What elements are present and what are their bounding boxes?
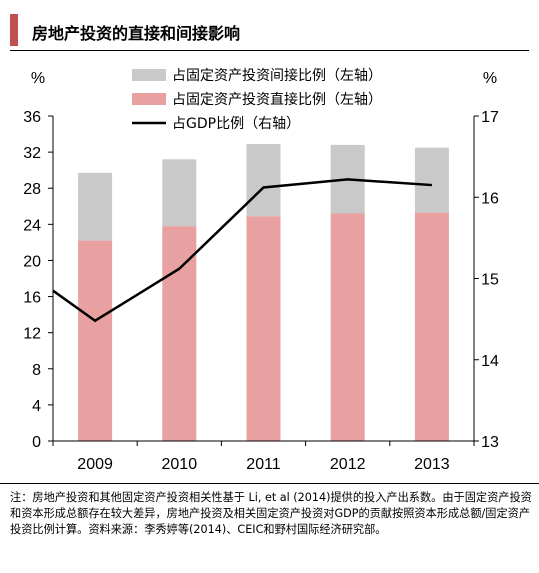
- left-tick-label: 20: [23, 253, 41, 270]
- right-tick-label: 13: [481, 434, 499, 451]
- title-accent-mark: [10, 14, 18, 46]
- bar-direct: [246, 216, 281, 441]
- left-tick-label: 32: [23, 145, 41, 162]
- bar-indirect: [414, 147, 449, 213]
- note-divider: [0, 483, 539, 484]
- x-tick-label: 2013: [414, 456, 450, 473]
- legend-swatch-indirect: [132, 69, 166, 81]
- right-tick-label: 15: [481, 272, 499, 289]
- left-tick-label: 8: [32, 362, 41, 379]
- right-axis-unit: %: [483, 70, 497, 87]
- legend-swatch-direct: [132, 93, 166, 105]
- right-tick-label: 14: [481, 353, 499, 370]
- x-tick-label: 2011: [246, 456, 281, 473]
- bar-indirect: [78, 172, 113, 241]
- bar-indirect: [162, 159, 197, 227]
- left-tick-label: 28: [23, 181, 41, 198]
- legend-label: 占固定资产投资间接比例（左轴）: [172, 67, 382, 84]
- bar-direct: [330, 213, 365, 441]
- left-tick-label: 16: [23, 290, 41, 307]
- left-axis-unit: %: [31, 70, 45, 87]
- source-note: 注：房地产投资和其他固定资产投资相关性基于 Li, et al (2014)提供…: [10, 491, 532, 536]
- title-divider: [10, 50, 529, 51]
- x-tick-label: 2012: [330, 456, 366, 473]
- legend-label: 占固定资产投资直接比例（左轴）: [172, 91, 382, 108]
- bar-direct: [414, 212, 449, 441]
- left-tick-label: 0: [32, 434, 41, 451]
- right-tick-label: 17: [481, 109, 499, 126]
- x-tick-label: 2009: [77, 456, 113, 473]
- left-tick-label: 12: [23, 326, 41, 343]
- left-tick-label: 36: [23, 109, 41, 126]
- title-bar: 房地产投资的直接和间接影响: [10, 10, 529, 51]
- bar-direct: [162, 226, 197, 441]
- chart-canvas: % % 0 4 8 12 16 20 24 28 32 36 13 14 15 16 17 2009 2010 201…: [23, 67, 499, 473]
- left-tick-label: 4: [32, 398, 41, 415]
- gdp-share-line: [52, 178, 432, 323]
- right-tick-label: 16: [481, 190, 499, 207]
- bar-indirect: [246, 143, 281, 217]
- chart-title: 房地产投资的直接和间接影响: [32, 24, 241, 43]
- left-tick-label: 24: [23, 217, 41, 234]
- x-tick-label: 2010: [162, 456, 198, 473]
- bar-direct: [78, 240, 113, 441]
- legend-label: 占GDP比例（右轴）: [172, 116, 300, 132]
